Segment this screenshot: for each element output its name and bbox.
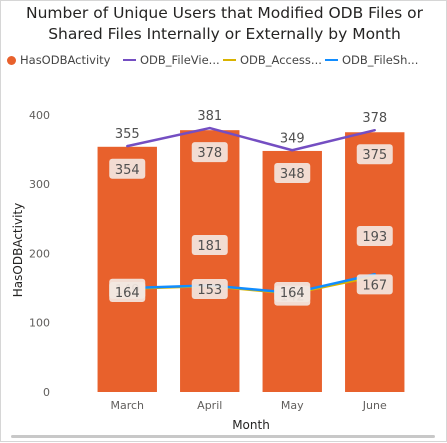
- x-tick-label-june: June: [362, 399, 387, 412]
- series-line-0: [126, 126, 376, 152]
- y-tick-label-0: 0: [43, 386, 50, 399]
- legend-item-odb-fileviewed[interactable]: ODB_FileVie...: [123, 53, 220, 67]
- x-axis-title: Month: [232, 418, 270, 432]
- x-tick-label-march: March: [110, 399, 144, 412]
- legend-marker-hasodbactivity: [7, 55, 16, 65]
- legend-label-hasodbactivity: HasODBActivity: [20, 53, 111, 67]
- chart-title: Number of Unique Users that Modified ODB…: [1, 3, 447, 45]
- legend-item-odb-accessed[interactable]: ODB_Access...: [223, 53, 322, 67]
- bar-june: [345, 132, 405, 392]
- data-label-bar-0-box: [109, 158, 146, 179]
- chart-title-line-1: Number of Unique Users that Modified ODB…: [26, 4, 423, 22]
- series-line-1: [127, 275, 376, 295]
- data-label-shared-1: 181: [197, 239, 222, 254]
- bar-may: [262, 150, 322, 392]
- data-label-viewed-3: 378: [362, 111, 387, 126]
- y-tick-label-300: 300: [29, 178, 50, 191]
- legend: HasODBActivity ODB_FileVie... ODB_Access…: [7, 53, 443, 71]
- data-label-accessed-1: 153: [197, 283, 222, 298]
- data-label-viewed-2: 349: [280, 131, 305, 146]
- series-point-0-2: [291, 149, 294, 152]
- x-tick-label-may: May: [281, 399, 304, 412]
- series-point-0-3: [373, 128, 376, 132]
- series-line-2: [127, 273, 376, 295]
- data-label-shared-3-box: [356, 226, 393, 246]
- series-point-0-0: [126, 144, 129, 148]
- data-label-shared-0-box: [109, 282, 146, 302]
- data-label-shared-2-box: [274, 282, 311, 302]
- horizontal-scrollbar[interactable]: [11, 435, 435, 438]
- x-tick-label-april: April: [197, 399, 222, 412]
- chart-title-line-2: Shared Files Internally or Externally by…: [48, 25, 401, 43]
- legend-label-odb-fileviewed: ODB_FileVie...: [140, 53, 220, 67]
- data-label-accessed-3-box: [356, 274, 393, 295]
- data-label-accessed-3: 167: [362, 278, 387, 293]
- y-tick-label-100: 100: [29, 317, 50, 330]
- legend-label-odb-fileshared: ODB_FileSh...: [342, 53, 419, 67]
- data-label-bar-1: 378: [197, 146, 222, 161]
- data-label-bar-3-box: [356, 144, 393, 165]
- data-label-viewed-0: 355: [115, 127, 140, 142]
- data-label-bar-2-box: [274, 162, 311, 183]
- bar-april: [180, 130, 240, 393]
- y-tick-label-400: 400: [29, 109, 50, 122]
- legend-marker-odb-accessed: [223, 59, 236, 61]
- data-label-bar-2: 348: [280, 167, 305, 182]
- legend-marker-odb-fileshared: [325, 59, 338, 61]
- series-point-0-1: [208, 126, 211, 130]
- legend-marker-odb-fileviewed: [123, 59, 136, 61]
- y-tick-label-200: 200: [29, 247, 50, 260]
- data-label-shared-3: 193: [362, 230, 387, 245]
- legend-item-hasodbactivity[interactable]: HasODBActivity: [7, 53, 111, 67]
- legend-item-odb-fileshared[interactable]: ODB_FileSh...: [325, 53, 418, 67]
- legend-label-odb-accessed: ODB_Access...: [240, 53, 322, 67]
- bar-march: [97, 146, 157, 392]
- data-label-bar-0: 354: [115, 163, 140, 178]
- data-label-viewed-1: 381: [197, 109, 222, 124]
- data-label-shared-0: 164: [115, 286, 140, 301]
- data-label-bar-1-box: [191, 142, 228, 163]
- data-label-shared-2: 164: [280, 286, 305, 301]
- data-label-shared-1-box: [191, 235, 228, 255]
- data-label-accessed-1-box: [191, 279, 228, 300]
- y-axis-title: HasODBActivity: [11, 203, 25, 297]
- data-label-bar-3: 375: [362, 148, 387, 163]
